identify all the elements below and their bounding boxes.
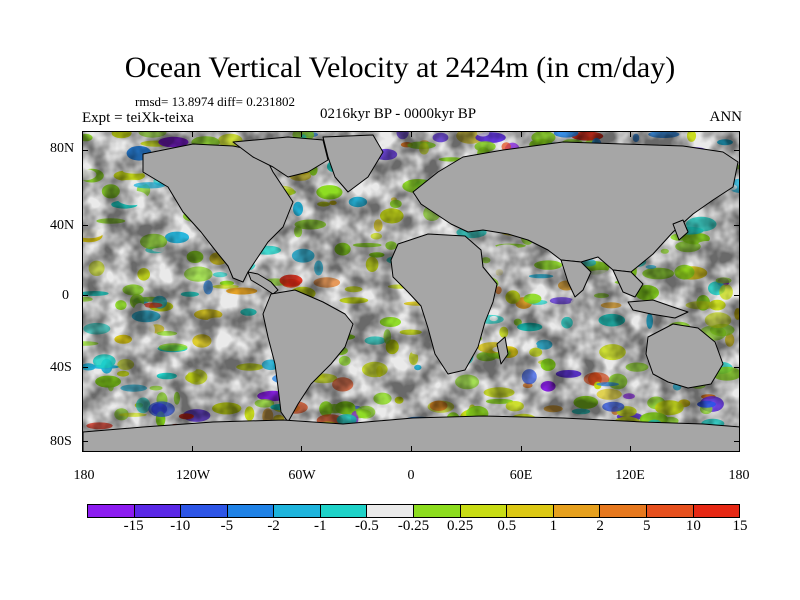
colorbar-label: -5: [220, 518, 234, 534]
south-america: [262, 289, 354, 423]
lat-label-0: 0: [62, 288, 69, 303]
colorbar-label: -1: [313, 518, 327, 534]
lat-tick: [734, 295, 740, 296]
lon-tick: [739, 131, 740, 137]
lat-tick: [734, 225, 740, 226]
maritime-se-asia: [627, 299, 689, 319]
colorbar-label: 1: [549, 518, 558, 534]
colorbar-box: [414, 505, 461, 517]
lon-label-0: 0: [407, 468, 415, 483]
africa: [390, 233, 498, 375]
plot-title: Ocean Vertical Velocity at 2424m (in cm/…: [124, 51, 676, 84]
indochina: [612, 269, 644, 298]
colorbar-label: -2: [267, 518, 280, 534]
colorbar-box: [367, 505, 415, 517]
colorbar-box: [646, 505, 694, 517]
lon-label-120e: 120E: [615, 468, 645, 483]
lat-tick: [734, 367, 740, 368]
lon-label-60w: 60W: [288, 468, 316, 483]
lon-tick: [82, 131, 83, 137]
colorbar-label: 5: [642, 518, 651, 534]
lat-label-40n: 40N: [50, 218, 75, 233]
antarctica: [83, 415, 739, 451]
stats-label: rmsd= 13.8974 diff= 0.231802: [135, 94, 295, 109]
colorbar-label: 2: [596, 518, 604, 534]
lat-label-40s: 40S: [50, 360, 72, 375]
lat-tick: [82, 225, 88, 226]
lon-tick: [520, 446, 522, 452]
lon-tick: [739, 446, 740, 452]
lon-label-60e: 60E: [509, 468, 533, 483]
map-panel: [82, 131, 740, 452]
lat-tick: [82, 150, 88, 151]
colorbar-box: [274, 505, 321, 517]
colorbar-box: [227, 505, 275, 517]
lat-tick: [82, 367, 88, 368]
colorbar-box: [553, 505, 601, 517]
lon-tick: [301, 131, 303, 137]
lat-tick: [734, 441, 740, 442]
world-map: [83, 132, 739, 451]
lon-tick: [630, 446, 632, 452]
colorbar-box: [460, 505, 508, 517]
japan: [672, 219, 689, 241]
colorbar-label: 0.5: [497, 518, 517, 534]
lat-tick: [82, 295, 88, 296]
lon-tick: [82, 446, 83, 452]
colorbar-label: 10: [685, 518, 701, 534]
greenland: [322, 134, 384, 193]
colorbar-label: -10: [170, 518, 191, 534]
colorbar: [87, 504, 740, 518]
colorbar-box: [181, 505, 228, 517]
central-america: [247, 271, 279, 295]
lon-tick: [520, 131, 522, 137]
experiment-label: Expt = teiXk-teixa: [82, 110, 194, 126]
lon-tick: [301, 446, 303, 452]
colorbar-box: [507, 505, 554, 517]
lon-label-180e: 180: [728, 468, 750, 483]
colorbar-box: [693, 505, 740, 517]
lat-label-80n: 80N: [50, 141, 75, 156]
lon-tick: [191, 131, 193, 137]
lon-tick: [630, 131, 632, 137]
lat-label-80s: 80S: [50, 434, 72, 449]
lon-tick: [411, 446, 412, 452]
colorbar-label: 0.25: [447, 518, 474, 534]
colorbar-box: [134, 505, 182, 517]
arctic-islands: [232, 136, 329, 178]
lon-label-120w: 120W: [175, 468, 211, 483]
india: [560, 259, 592, 298]
madagascar: [496, 336, 509, 365]
colorbar-label: 15: [732, 518, 748, 534]
eurasia: [412, 141, 739, 273]
lon-tick: [411, 131, 412, 137]
colorbar-box: [320, 505, 368, 517]
season-label: ANN: [709, 109, 743, 125]
colorbar-label: -0.25: [397, 518, 430, 534]
lat-tick: [734, 150, 740, 151]
colorbar-box: [88, 505, 135, 517]
landmasses: [83, 134, 739, 451]
lat-tick: [82, 441, 88, 442]
lon-label-180w: 180: [73, 468, 95, 483]
australia: [645, 323, 724, 389]
colorbar-label: -0.5: [354, 518, 379, 534]
lon-tick: [191, 446, 193, 452]
colorbar-box: [600, 505, 647, 517]
period-label: 0216kyr BP - 0000kyr BP: [320, 106, 477, 122]
colorbar-label: -15: [123, 518, 144, 534]
